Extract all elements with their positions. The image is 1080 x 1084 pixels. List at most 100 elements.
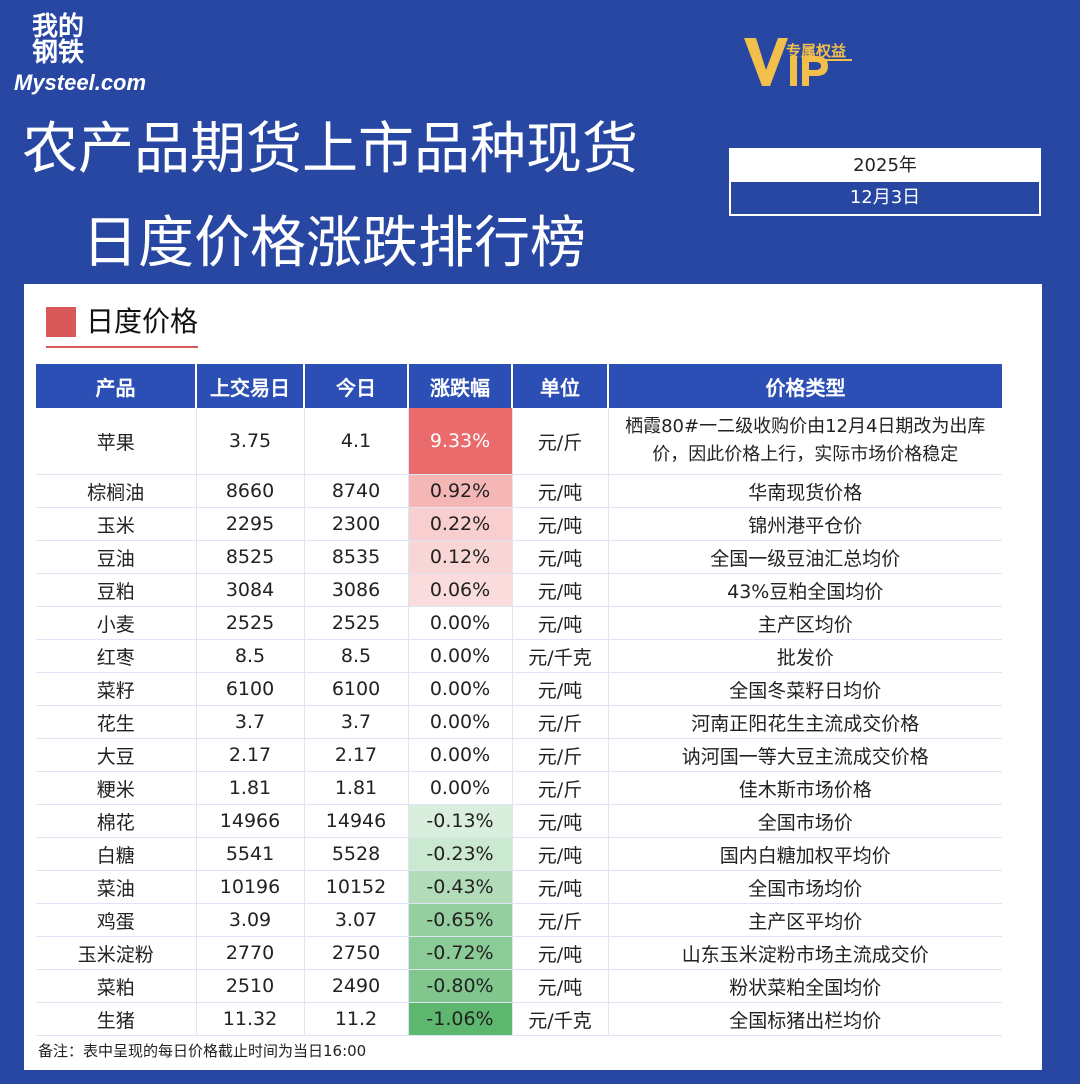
cell-today: 4.1 <box>304 408 409 475</box>
logo-line1: 我的 <box>32 12 85 42</box>
cell-prev: 3.75 <box>196 408 305 475</box>
cell-prev: 3084 <box>196 573 305 607</box>
cell-price-type: 国内白糖加权平均价 <box>608 837 1002 871</box>
cell-product: 花生 <box>36 705 197 739</box>
date-year: 2025年 <box>731 150 1039 182</box>
cell-change: 0.92% <box>408 474 513 508</box>
cell-product: 粳米 <box>36 771 197 805</box>
cell-unit: 元/千克 <box>512 639 609 673</box>
cell-change: -0.65% <box>408 903 513 937</box>
cell-today: 5528 <box>304 837 409 871</box>
cell-prev: 2525 <box>196 606 305 640</box>
cell-product: 红枣 <box>36 639 197 673</box>
cell-price-type: 全国市场均价 <box>608 870 1002 904</box>
cell-price-type: 讷河国一等大豆主流成交价格 <box>608 738 1002 772</box>
cell-prev: 14966 <box>196 804 305 838</box>
header-prev: 上交易日 <box>196 364 305 408</box>
cell-unit: 元/吨 <box>512 474 609 508</box>
cell-product: 豆粕 <box>36 573 197 607</box>
cell-prev: 3.09 <box>196 903 305 937</box>
cell-product: 白糖 <box>36 837 197 871</box>
cell-product: 棉花 <box>36 804 197 838</box>
cell-unit: 元/斤 <box>512 408 609 475</box>
cell-product: 生猪 <box>36 1002 197 1036</box>
cell-price-type: 粉状菜粕全国均价 <box>608 969 1002 1003</box>
table-row: 棕榈油 8660 8740 0.92% 元/吨 华南现货价格 <box>36 474 1002 508</box>
cell-today: 2.17 <box>304 738 409 772</box>
cell-change: 9.33% <box>408 408 513 475</box>
cell-today: 2750 <box>304 936 409 970</box>
logo-brand: Mysteel.com <box>14 70 147 95</box>
cell-change: 0.06% <box>408 573 513 607</box>
table-row: 豆粕 3084 3086 0.06% 元/吨 43%豆粕全国均价 <box>36 573 1002 607</box>
cell-prev: 3.7 <box>196 705 305 739</box>
table-row: 苹果 3.75 4.1 9.33% 元/斤 栖霞80#一二级收购价由12月4日期改为出库价… <box>36 408 1002 475</box>
table-row: 花生 3.7 3.7 0.00% 元/斤 河南正阳花生主流成交价格 <box>36 705 1002 739</box>
cell-price-type: 主产区平均价 <box>608 903 1002 937</box>
cell-today: 10152 <box>304 870 409 904</box>
cell-price-type: 山东玉米淀粉市场主流成交价 <box>608 936 1002 970</box>
header-product: 产品 <box>36 364 197 408</box>
cell-price-type: 河南正阳花生主流成交价格 <box>608 705 1002 739</box>
cell-today: 8535 <box>304 540 409 574</box>
table-row: 玉米淀粉 2770 2750 -0.72% 元/吨 山东玉米淀粉市场主流成交价 <box>36 936 1002 970</box>
cell-change: 0.00% <box>408 672 513 706</box>
cell-unit: 元/斤 <box>512 738 609 772</box>
cell-price-type: 批发价 <box>608 639 1002 673</box>
cell-today: 1.81 <box>304 771 409 805</box>
section-label: 日度价格 <box>86 305 199 338</box>
cell-change: 0.00% <box>408 705 513 739</box>
cell-unit: 元/吨 <box>512 573 609 607</box>
cell-unit: 元/吨 <box>512 540 609 574</box>
cell-price-type: 主产区均价 <box>608 606 1002 640</box>
cell-today: 2525 <box>304 606 409 640</box>
cell-change: 0.00% <box>408 771 513 805</box>
cell-unit: 元/吨 <box>512 837 609 871</box>
cell-today: 14946 <box>304 804 409 838</box>
cell-product: 玉米 <box>36 507 197 541</box>
table-row: 红枣 8.5 8.5 0.00% 元/千克 批发价 <box>36 639 1002 673</box>
cell-unit: 元/千克 <box>512 1002 609 1036</box>
cell-unit: 元/吨 <box>512 969 609 1003</box>
cell-prev: 8525 <box>196 540 305 574</box>
cell-change: -0.13% <box>408 804 513 838</box>
cell-change: -0.43% <box>408 870 513 904</box>
table-row: 棉花 14966 14946 -0.13% 元/吨 全国市场价 <box>36 804 1002 838</box>
cell-unit: 元/吨 <box>512 870 609 904</box>
cell-prev: 5541 <box>196 837 305 871</box>
cell-change: -0.72% <box>408 936 513 970</box>
table-row: 大豆 2.17 2.17 0.00% 元/斤 讷河国一等大豆主流成交价格 <box>36 738 1002 772</box>
cell-today: 3.07 <box>304 903 409 937</box>
cell-price-type: 锦州港平仓价 <box>608 507 1002 541</box>
cell-unit: 元/吨 <box>512 507 609 541</box>
cell-unit: 元/斤 <box>512 771 609 805</box>
table-header-row: 产品 上交易日 今日 涨跌幅 单位 价格类型 <box>36 364 1002 408</box>
cell-product: 菜籽 <box>36 672 197 706</box>
cell-product: 菜油 <box>36 870 197 904</box>
cell-prev: 10196 <box>196 870 305 904</box>
cell-price-type: 全国一级豆油汇总均价 <box>608 540 1002 574</box>
cell-product: 苹果 <box>36 408 197 475</box>
table-row: 菜油 10196 10152 -0.43% 元/吨 全国市场均价 <box>36 870 1002 904</box>
table-row: 玉米 2295 2300 0.22% 元/吨 锦州港平仓价 <box>36 507 1002 541</box>
cell-product: 玉米淀粉 <box>36 936 197 970</box>
cell-today: 3.7 <box>304 705 409 739</box>
cell-product: 鸡蛋 <box>36 903 197 937</box>
cell-unit: 元/吨 <box>512 804 609 838</box>
cell-today: 2300 <box>304 507 409 541</box>
cell-prev: 11.32 <box>196 1002 305 1036</box>
vip-badge-icon <box>744 38 852 86</box>
cell-unit: 元/吨 <box>512 606 609 640</box>
header-unit: 单位 <box>512 364 609 408</box>
cell-prev: 1.81 <box>196 771 305 805</box>
table-row: 鸡蛋 3.09 3.07 -0.65% 元/斤 主产区平均价 <box>36 903 1002 937</box>
cell-today: 8740 <box>304 474 409 508</box>
cell-price-type: 华南现货价格 <box>608 474 1002 508</box>
cell-prev: 2770 <box>196 936 305 970</box>
cell-price-type: 全国市场价 <box>608 804 1002 838</box>
cell-change: 0.12% <box>408 540 513 574</box>
cell-product: 棕榈油 <box>36 474 197 508</box>
date-day: 12月3日 <box>849 187 921 208</box>
cell-change: 0.00% <box>408 639 513 673</box>
cell-product: 豆油 <box>36 540 197 574</box>
